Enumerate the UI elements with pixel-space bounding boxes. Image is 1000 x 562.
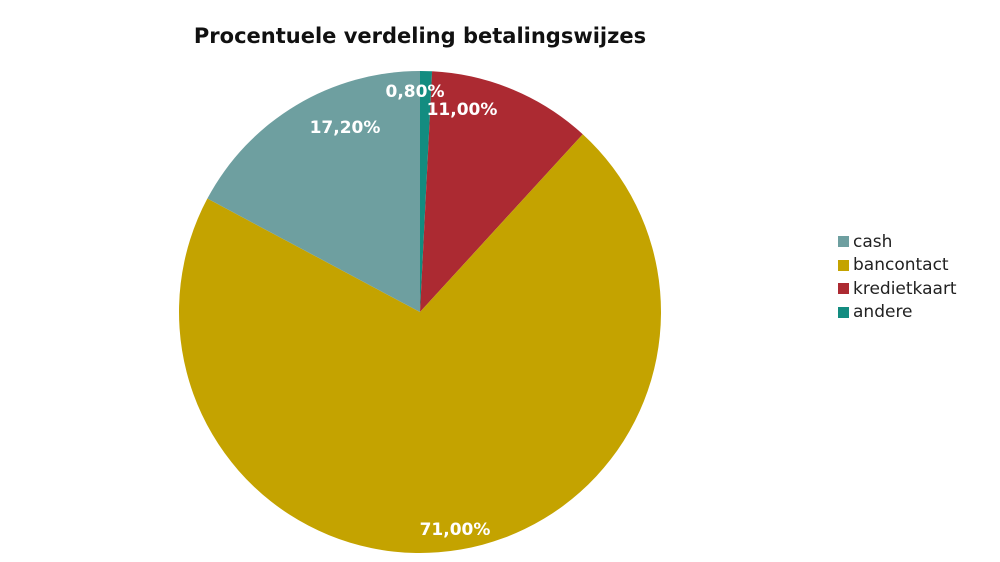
data-label-cash: 17,20% bbox=[310, 118, 381, 138]
pie-slice-kredietkaart bbox=[420, 71, 583, 313]
legend: cash bancontact kredietkaart andere bbox=[838, 230, 957, 324]
legend-item-bancontact: bancontact bbox=[838, 254, 957, 278]
legend-label: andere bbox=[853, 302, 913, 323]
data-label-bancontact: 71,00% bbox=[420, 520, 491, 540]
pie-slice-cash bbox=[207, 71, 420, 312]
legend-item-cash: cash bbox=[838, 230, 957, 254]
legend-item-andere: andere bbox=[838, 301, 957, 325]
legend-swatch bbox=[838, 259, 849, 271]
legend-swatch bbox=[838, 306, 849, 318]
data-label-kredietkaart: 11,00% bbox=[427, 100, 498, 120]
pie-slice-bancontact bbox=[179, 134, 661, 553]
legend-label: bancontact bbox=[853, 255, 949, 276]
data-label-andere: 0,80% bbox=[386, 82, 445, 102]
legend-swatch bbox=[838, 236, 849, 248]
pie-slice-andere bbox=[420, 71, 433, 312]
legend-label: cash bbox=[853, 231, 893, 252]
legend-label: kredietkaart bbox=[853, 278, 957, 299]
chart-title: Procentuele verdeling betalingswijzes bbox=[193, 24, 647, 48]
legend-item-kredietkaart: kredietkaart bbox=[838, 277, 957, 301]
legend-swatch bbox=[838, 283, 849, 295]
